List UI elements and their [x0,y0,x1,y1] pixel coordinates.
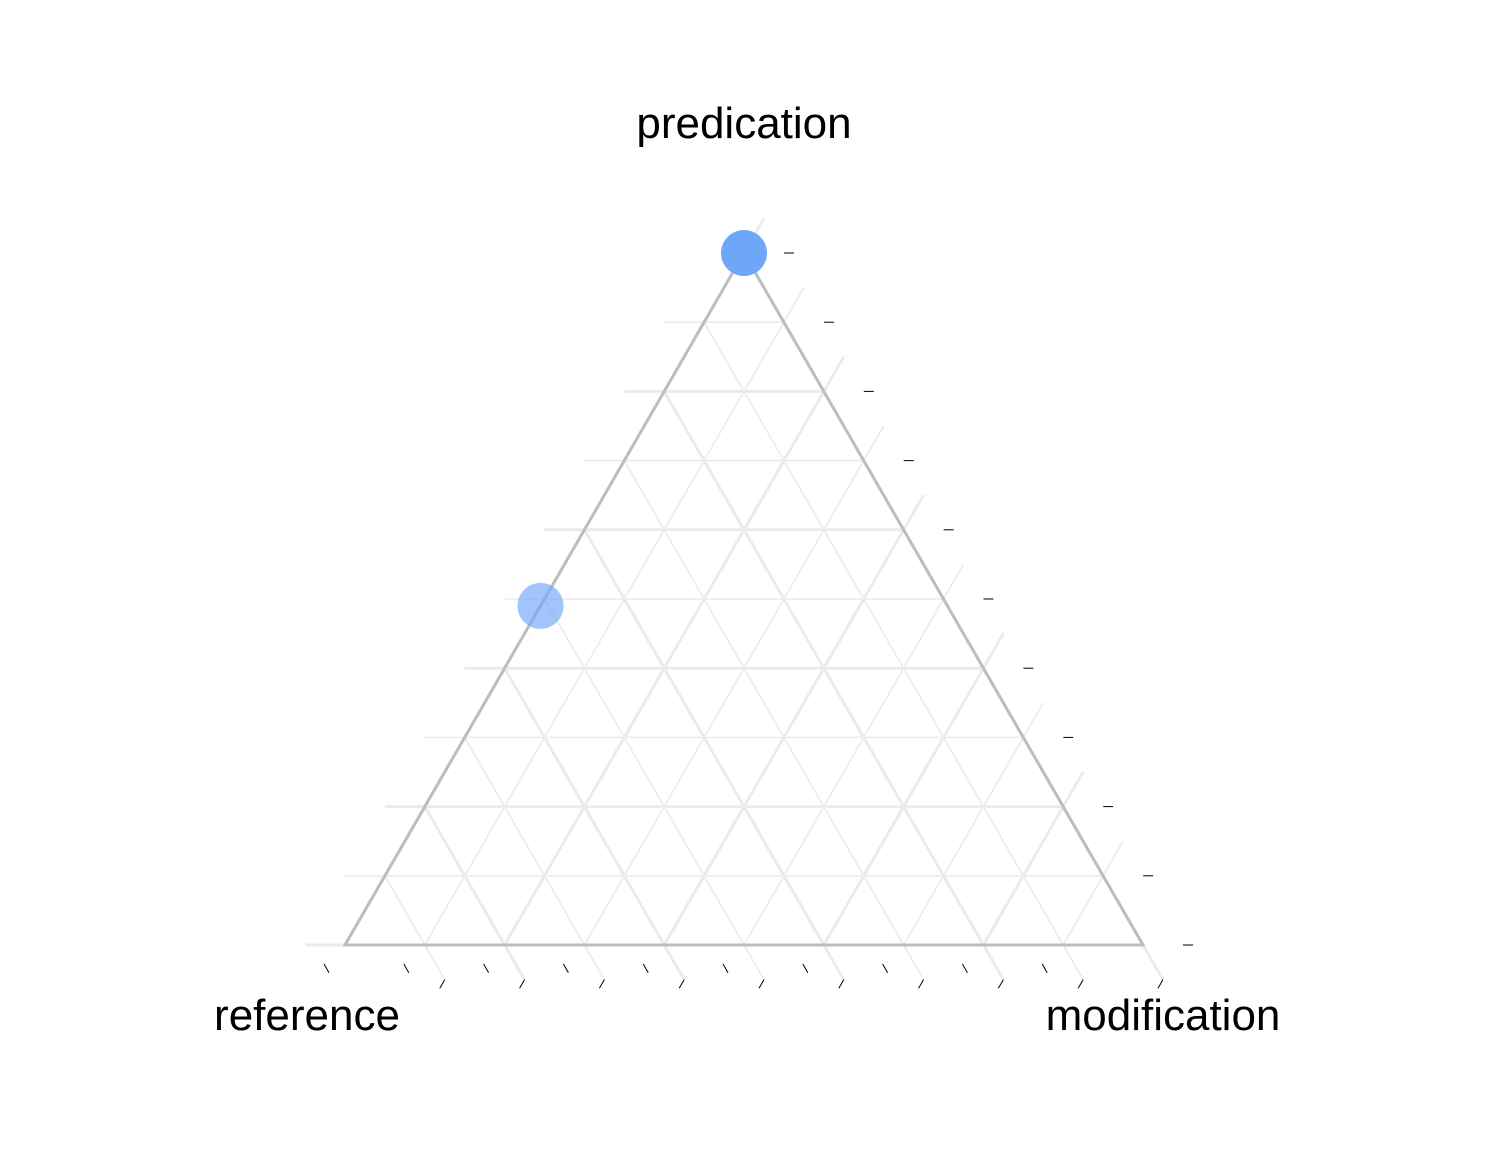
grid-line-reference [464,737,606,981]
tick-modification [918,979,925,989]
tick-reference [483,963,490,973]
tick-reference [802,963,809,973]
tick-modification [678,979,685,989]
tick-reference [722,963,729,973]
tick-reference [403,963,410,973]
grid-line-reference [543,598,765,981]
grid-line-modification [1062,840,1124,946]
tick-reference [562,963,569,973]
axis-ticks [323,252,1193,989]
grid-line-reference [384,875,446,981]
grid-line-reference [423,805,526,981]
grid-line-reference [662,390,1005,981]
tick-modification [838,979,845,989]
tick-modification [519,979,526,989]
grid-line-modification [902,702,1044,946]
grid-line-reference [703,321,1084,981]
tick-modification [1157,979,1164,989]
grid-line-modification [662,494,925,946]
tick-reference [323,963,330,973]
tick-modification [758,979,765,989]
axis-title-predication: predication [636,99,851,148]
data-points [517,230,767,629]
tick-reference [1041,963,1048,973]
data-point [517,582,564,629]
tick-modification [598,979,605,989]
grid-line-modification [982,771,1085,946]
data-point [721,230,767,276]
axis-title-reference: reference [214,991,400,1040]
tick-reference [961,963,968,973]
grid-line-reference [583,529,846,981]
tick-reference [642,963,649,973]
grid-line-reference [503,667,686,981]
grid-line-reference [623,460,925,981]
grid-line-modification [743,563,965,946]
tick-reference [882,963,889,973]
grid-lines [305,217,1165,981]
grid-line-modification [822,632,1005,946]
grid-line-modification [583,425,885,946]
axis-title-modification: modification [1046,991,1281,1040]
tick-modification [1077,979,1084,989]
grid-line-modification [503,355,846,946]
grid-line-modification [424,287,805,946]
tick-modification [439,979,446,989]
tick-modification [997,979,1004,989]
